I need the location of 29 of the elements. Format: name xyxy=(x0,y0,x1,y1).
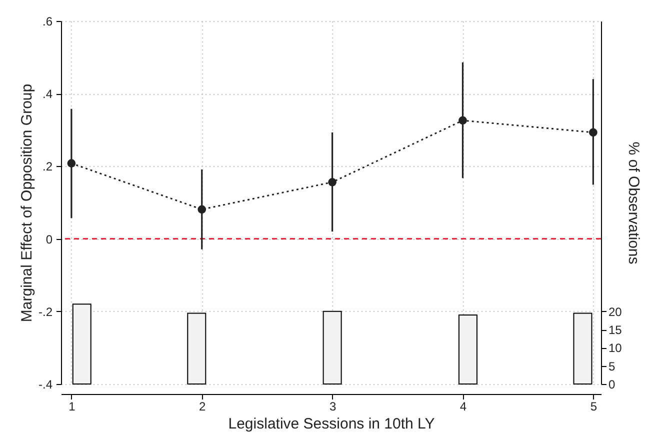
x-tick-label: 4 xyxy=(460,400,467,414)
x-tick-label: 3 xyxy=(329,400,336,414)
x-tick-label: 5 xyxy=(590,400,598,414)
bar xyxy=(322,310,342,384)
bar xyxy=(573,312,592,384)
point xyxy=(458,116,467,125)
y-tick-label: -.4 xyxy=(38,378,53,392)
x-tick-label: 1 xyxy=(68,400,76,414)
y2-tick-label: 0 xyxy=(608,378,616,392)
x-axis-title: Legislative Sessions in 10th LY xyxy=(228,416,435,432)
y-axis-title: Marginal Effect of Opposition Group xyxy=(18,84,36,322)
y-tick-label: 0 xyxy=(46,232,53,246)
point xyxy=(67,159,76,168)
y-tick-label: .4 xyxy=(42,87,53,102)
bar xyxy=(187,312,206,384)
y2-tick-label: 15 xyxy=(608,323,622,338)
y2-tick-label: 20 xyxy=(608,304,622,319)
point xyxy=(328,178,336,186)
point xyxy=(198,205,206,214)
y-tick-label: .2 xyxy=(42,160,53,174)
y2-axis-title: % of Observations xyxy=(624,142,642,264)
bar xyxy=(458,314,478,384)
y2-tick-label: 10 xyxy=(608,341,622,356)
x-tick-label: 2 xyxy=(199,400,206,414)
bar xyxy=(72,304,92,384)
y-tick-label: .6 xyxy=(42,14,53,28)
y2-tick-label: 5 xyxy=(608,359,616,374)
y-tick-label: -.2 xyxy=(38,304,53,319)
point xyxy=(588,128,598,137)
